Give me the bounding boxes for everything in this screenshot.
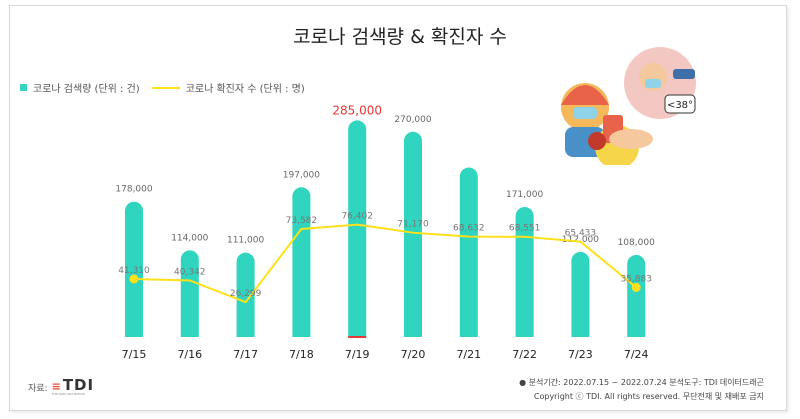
line-value-label: 26,299 <box>230 289 262 299</box>
legend-label-searches: 코로나 검색량 (단위 : 건) <box>33 84 140 95</box>
line-value-label: 71,170 <box>397 220 429 230</box>
covid-illustration: <38° <box>561 47 696 165</box>
bar <box>515 207 534 337</box>
bar-value-label: 285,000 <box>332 103 382 117</box>
bar-value-label: 112,000 <box>562 235 599 245</box>
logo-subtitle: THE DATA INCUBATOR <box>51 392 85 396</box>
boy-hair <box>561 85 609 105</box>
bar <box>404 131 422 337</box>
temperature-text: <38° <box>667 100 693 111</box>
x-tick-label: 7/23 <box>568 348 593 361</box>
source-block: 자료: ≡TDI THE DATA INCUBATOR <box>28 378 94 396</box>
x-tick-label: 7/15 <box>122 348 147 361</box>
bar <box>292 187 311 337</box>
chart-frame <box>9 5 787 411</box>
bar-value-label: 178,000 <box>115 185 152 195</box>
logo-bars-icon: ≡ <box>51 380 62 393</box>
x-tick-label: 7/21 <box>456 348 481 361</box>
bar-value-label: 270,000 <box>394 115 431 125</box>
chart-title: 코로나 검색량 & 확진자 수 <box>293 26 507 48</box>
line-value-label: 40,342 <box>174 267 206 277</box>
bar-value-label: 114,000 <box>171 233 208 243</box>
bar-value-label: 111,000 <box>227 236 264 246</box>
line-marker <box>129 274 139 284</box>
x-tick-label: 7/19 <box>345 348 370 361</box>
copyright: Copyright ⓒ TDI. All rights reserved. 무단… <box>533 392 764 401</box>
bar-value-label: 108,000 <box>618 238 655 248</box>
temperature-badge <box>664 94 696 114</box>
bar <box>125 201 143 337</box>
bar <box>348 120 367 337</box>
legend-label-cases: 코로나 확진자 수 (단위 : 명) <box>185 84 305 95</box>
line-value-label: 68,632 <box>453 224 485 234</box>
footer-notes: ● 분석기간: 2022.07.15 ~ 2022.07.24 분석도구: TD… <box>519 376 764 404</box>
x-tick-label: 7/20 <box>401 348 426 361</box>
legend: 코로나 검색량 (단위 : 건) 코로나 확진자 수 (단위 : 명) <box>20 80 305 95</box>
bar <box>459 167 478 337</box>
analysis-period: ● 분석기간: 2022.07.15 ~ 2022.07.24 분석도구: TD… <box>519 378 764 387</box>
x-tick-label: 7/22 <box>512 348 537 361</box>
x-tick-label: 7/18 <box>289 348 314 361</box>
source-label: 자료: <box>28 383 48 394</box>
line-value-label: 41,310 <box>118 266 150 276</box>
x-tick-label: 7/17 <box>233 348 258 361</box>
legend-item-searches: 코로나 검색량 (단위 : 건) <box>20 80 140 95</box>
line-value-label: 76,402 <box>341 212 373 222</box>
analysis-period-text: 분석기간: 2022.07.15 ~ 2022.07.24 분석도구: TDI … <box>528 378 764 387</box>
x-tick-label: 7/16 <box>177 348 202 361</box>
bar <box>627 254 646 337</box>
legend-line-swatch <box>151 86 180 89</box>
legend-item-cases: 코로나 확진자 수 (단위 : 명) <box>151 80 305 95</box>
girl-mask <box>645 79 661 88</box>
bar <box>571 251 590 337</box>
line-value-label: 73,582 <box>286 216 318 226</box>
legend-bar-swatch <box>20 84 27 91</box>
line-series <box>133 223 637 304</box>
bar-value-label: 171,000 <box>506 190 543 200</box>
hand-icon <box>609 129 653 149</box>
bar <box>180 250 199 337</box>
boy-mask <box>573 107 597 119</box>
bar-highlight-base <box>348 336 367 338</box>
line-value-label: 35,883 <box>620 274 652 284</box>
thermometer-gun-icon <box>673 69 695 79</box>
line-value-label: 65,433 <box>565 229 597 239</box>
line-marker <box>631 282 641 292</box>
tdi-logo: ≡TDI THE DATA INCUBATOR <box>52 378 94 396</box>
line-value-label: 68,551 <box>509 224 541 234</box>
virus-icon <box>588 132 606 150</box>
bar-value-label: 197,000 <box>283 170 320 180</box>
bar <box>236 252 255 337</box>
x-tick-label: 7/24 <box>624 348 649 361</box>
logo-text: TDI <box>62 376 95 394</box>
